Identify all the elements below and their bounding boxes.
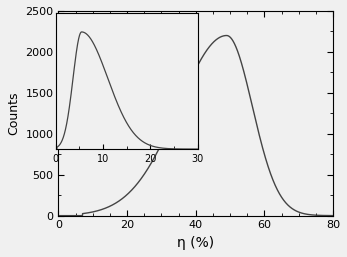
X-axis label: η (%): η (%) [177,236,214,250]
Y-axis label: Counts: Counts [7,91,20,135]
